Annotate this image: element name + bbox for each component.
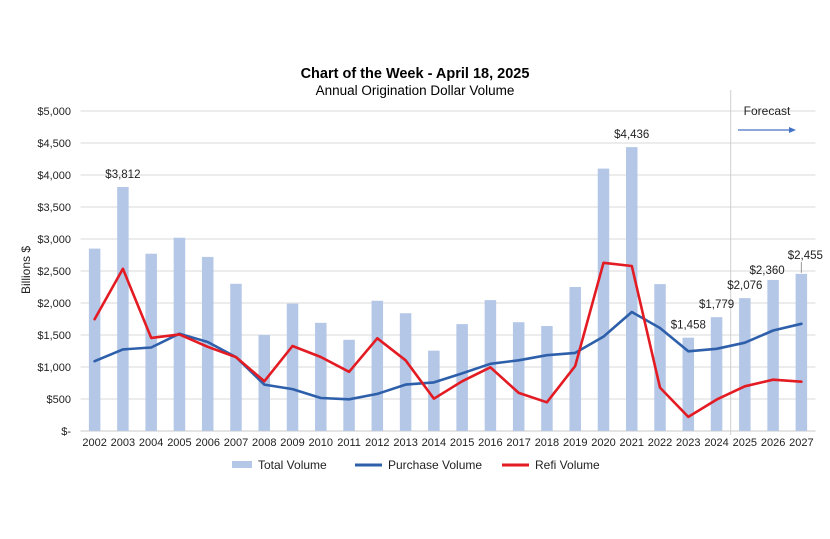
y-tick-label: $1,000 xyxy=(37,362,71,374)
chart-subtitle: Annual Origination Dollar Volume xyxy=(316,83,515,98)
bar-2017 xyxy=(512,322,525,431)
bar-2011 xyxy=(343,339,355,431)
line-series xyxy=(93,261,803,419)
legend-label-purchase-volume: Purchase Volume xyxy=(388,458,482,472)
x-tick-label: 2009 xyxy=(280,437,304,449)
data-label-2024: $1,779 xyxy=(699,299,734,311)
data-label-2027: $2,455 xyxy=(788,250,823,262)
bar-2025 xyxy=(739,298,751,431)
purchase-volume-line xyxy=(93,310,803,401)
x-tick-label: 2016 xyxy=(478,437,502,449)
chart-title: Chart of the Week - April 18, 2025 xyxy=(301,66,530,82)
bar-2012 xyxy=(371,300,384,431)
bar-2027 xyxy=(795,273,808,431)
x-axis-ticks: 2002 2003 2004 2005 2006 2007 2008 2009 2010 2011… xyxy=(82,437,813,449)
y-tick-label: $3,500 xyxy=(37,202,71,214)
x-tick-label: 2004 xyxy=(139,437,163,449)
bar-2021 xyxy=(626,147,638,431)
x-tick-label: 2023 xyxy=(676,437,700,449)
y-tick-label: $1,500 xyxy=(37,330,71,342)
data-label-2025: $2,076 xyxy=(727,280,762,292)
x-tick-label: 2003 xyxy=(111,437,135,449)
data-label-2021: $4,436 xyxy=(614,129,649,141)
y-tick-label: $2,000 xyxy=(37,298,71,310)
x-tick-label: 2026 xyxy=(761,437,785,449)
bar-2014 xyxy=(428,350,440,431)
y-tick-label: $4,500 xyxy=(37,138,71,150)
forecast-arrowhead-icon xyxy=(789,127,796,133)
x-tick-label: 2018 xyxy=(535,437,559,449)
total-volume-bars xyxy=(88,147,808,431)
y-tick-label: $5,000 xyxy=(37,106,71,118)
x-tick-label: 2010 xyxy=(309,437,333,449)
bar-2002 xyxy=(88,248,101,431)
y-tick-label: $4,000 xyxy=(37,170,71,182)
x-tick-label: 2024 xyxy=(704,437,728,449)
bar-2015 xyxy=(456,324,468,431)
legend-swatch-total-volume xyxy=(232,461,252,468)
x-tick-label: 2011 xyxy=(337,437,361,449)
y-tick-label: $3,000 xyxy=(37,234,71,246)
bar-2023 xyxy=(682,337,695,431)
bar-2013 xyxy=(399,313,412,431)
x-tick-label: 2025 xyxy=(733,437,757,449)
bar-2020 xyxy=(597,168,610,431)
y-tick-label: $500 xyxy=(47,394,71,406)
bar-2018 xyxy=(541,326,553,431)
legend-label-refi-volume: Refi Volume xyxy=(535,458,600,472)
y-axis-label: Billions $ xyxy=(19,246,33,294)
x-tick-label: 2007 xyxy=(224,437,248,449)
x-tick-label: 2021 xyxy=(620,437,644,449)
gridlines xyxy=(80,110,816,432)
y-tick-label: $- xyxy=(61,426,71,438)
y-tick-label: $2,500 xyxy=(37,266,71,278)
data-label-2023: $1,458 xyxy=(671,320,706,332)
data-label-2026: $2,360 xyxy=(750,265,785,277)
bar-2010 xyxy=(315,322,327,431)
data-labels: $3,812 $4,436 $1,458 $1,779 $2,076 $2,360$2,4… xyxy=(105,129,823,332)
forecast-annotation: Forecast xyxy=(738,104,796,133)
bar-2006 xyxy=(201,256,214,431)
bar-2004 xyxy=(145,253,157,431)
data-label-2003: $3,812 xyxy=(105,169,140,181)
bar-2022 xyxy=(654,284,666,431)
x-tick-label: 2005 xyxy=(167,437,191,449)
bar-2003 xyxy=(117,187,129,431)
x-tick-label: 2027 xyxy=(789,437,813,449)
x-tick-label: 2015 xyxy=(450,437,474,449)
bar-2016 xyxy=(484,300,497,431)
x-tick-label: 2017 xyxy=(506,437,530,449)
y-axis-ticks: $- $500 $1,000 $1,500 $2,000 $2,500 $3,000 $3,5… xyxy=(37,106,71,438)
x-tick-label: 2020 xyxy=(591,437,615,449)
x-tick-label: 2008 xyxy=(252,437,276,449)
x-tick-label: 2013 xyxy=(393,437,417,449)
forecast-label: Forecast xyxy=(744,104,791,118)
bar-2024 xyxy=(710,317,723,431)
x-tick-label: 2022 xyxy=(648,437,672,449)
legend: Total Volume Purchase Volume Refi Volume xyxy=(232,458,600,472)
x-tick-label: 2012 xyxy=(365,437,389,449)
x-tick-label: 2002 xyxy=(82,437,106,449)
legend-label-total-volume: Total Volume xyxy=(258,458,327,472)
bar-2026 xyxy=(767,279,779,431)
bar-2019 xyxy=(569,287,581,431)
bar-2009 xyxy=(286,303,299,431)
x-tick-label: 2019 xyxy=(563,437,587,449)
refi-volume-line xyxy=(93,261,803,419)
x-tick-label: 2006 xyxy=(195,437,219,449)
x-tick-label: 2014 xyxy=(422,437,446,449)
